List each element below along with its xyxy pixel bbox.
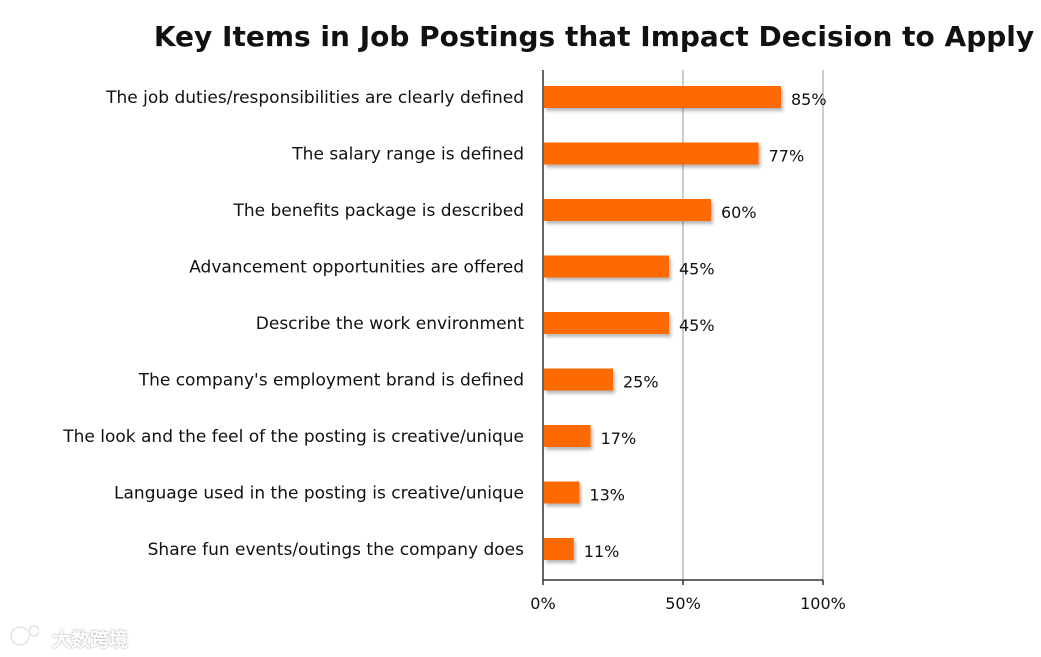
bar (544, 255, 669, 278)
category-label: Advancement opportunities are offered (189, 258, 524, 278)
x-tick-label: 50% (665, 594, 701, 613)
x-tick-label: 100% (800, 594, 846, 613)
value-label: 13% (589, 486, 625, 505)
bar (544, 199, 711, 221)
value-labels: 85% 77% 60% 45% 45% 25% 17% 13% 11% (584, 90, 827, 561)
category-label: The job duties/responsibilities are clea… (105, 88, 524, 108)
value-label: 85% (791, 90, 827, 109)
value-label: 77% (769, 147, 805, 166)
axes (542, 70, 824, 585)
value-label: 45% (679, 260, 715, 279)
category-labels: The job duties/responsibilities are clea… (62, 88, 524, 560)
bar (544, 312, 669, 334)
logo-icon (9, 624, 48, 647)
category-label: Language used in the posting is creative… (114, 484, 524, 504)
category-label: The benefits package is described (232, 201, 524, 221)
x-axis-tick-labels: 0% 50% 100% (530, 594, 846, 613)
bar (544, 481, 580, 504)
value-label: 60% (721, 203, 757, 222)
bar (544, 368, 613, 391)
bar (544, 86, 781, 108)
category-label: Share fun events/outings the company doe… (148, 540, 525, 560)
bars (544, 86, 781, 560)
category-label: The company's employment brand is define… (138, 371, 524, 391)
bar (544, 425, 591, 447)
chart-title: Key Items in Job Postings that Impact De… (154, 20, 1034, 53)
watermark: 大数跨境 (8, 622, 148, 652)
bar (544, 142, 759, 165)
category-label: Describe the work environment (256, 314, 525, 334)
value-label: 45% (679, 316, 715, 335)
value-label: 11% (584, 542, 620, 561)
category-label: The salary range is defined (291, 145, 524, 165)
value-label: 25% (623, 373, 659, 392)
value-label: 17% (601, 429, 637, 448)
watermark-text: 大数跨境 (52, 629, 129, 651)
bar (544, 538, 574, 560)
category-label: The look and the feel of the posting is … (62, 427, 524, 447)
x-tick-label: 0% (530, 594, 555, 613)
